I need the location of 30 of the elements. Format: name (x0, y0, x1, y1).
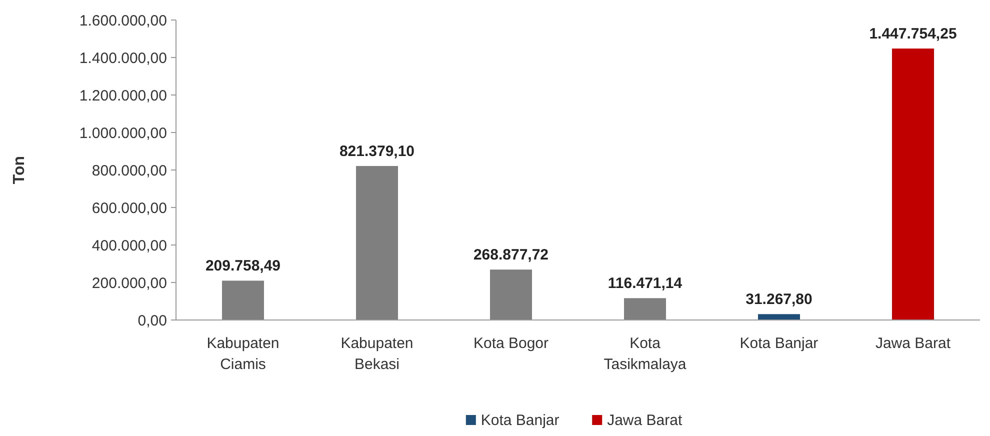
legend-label: Jawa Barat (607, 412, 683, 429)
x-tick-label: Kota Banjar (740, 335, 818, 352)
bar (758, 314, 800, 320)
bar (222, 280, 264, 320)
y-tick-label: 600.000,00 (92, 200, 167, 217)
y-tick-label: 200.000,00 (92, 274, 167, 292)
data-label: 31.267,80 (746, 291, 812, 308)
legend-label: Kota Banjar (480, 412, 560, 429)
bar (356, 166, 398, 320)
x-tick-label: Kota Bogor (473, 335, 549, 352)
y-axis-title: Ton (11, 156, 28, 184)
x-tick-label: Kabupaten Ciamis (206, 335, 280, 373)
data-label: 1.447.754,25 (869, 26, 957, 43)
y-tick-label: 0,00 (138, 312, 167, 330)
x-tick-label: Kota Tasikmalaya (604, 335, 687, 373)
bar (490, 270, 532, 320)
y-tick-label: 1.000.000,00 (79, 124, 167, 142)
y-tick-label: 800.000,00 (92, 162, 167, 180)
bar (624, 298, 666, 320)
data-label: 821.379,10 (339, 142, 415, 160)
y-tick-label: 1.400.000,00 (79, 50, 167, 67)
x-tick-label: Kabupaten Bekasi (340, 335, 414, 373)
y-tick-label: 400.000,00 (92, 237, 167, 254)
x-tick-label: Jawa Barat (875, 335, 952, 352)
y-tick-label: 1.200.000,00 (79, 87, 167, 104)
y-tick-label: 1.600.000,00 (79, 12, 167, 30)
data-label: 268.877,72 (473, 246, 549, 264)
data-label: 116.471,14 (608, 275, 683, 292)
bar (892, 48, 934, 320)
data-label: 209.758,49 (205, 258, 281, 275)
